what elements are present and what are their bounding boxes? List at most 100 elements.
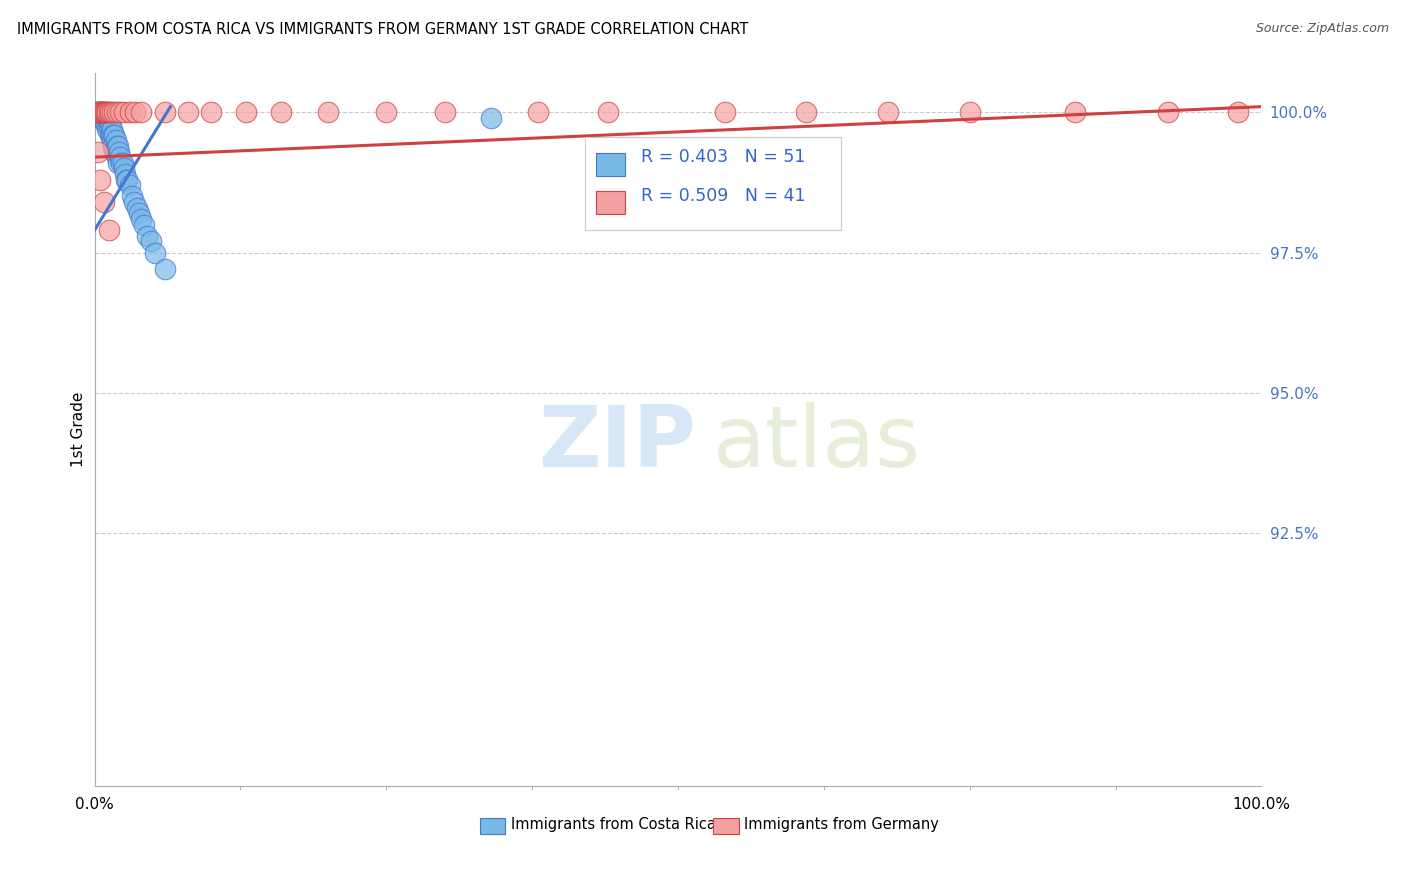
Point	[129, 105, 152, 120]
Point	[89, 172, 111, 186]
Point	[479, 111, 502, 125]
Point	[93, 195, 115, 210]
Point	[270, 105, 292, 120]
Point	[200, 105, 222, 120]
Point	[98, 105, 121, 120]
Point	[1227, 105, 1250, 120]
Point	[104, 133, 127, 147]
Point	[375, 105, 398, 120]
Point	[112, 161, 135, 176]
Bar	[713, 819, 738, 834]
Point	[101, 122, 124, 136]
Point	[139, 235, 162, 249]
Point	[103, 145, 125, 159]
Point	[128, 206, 150, 220]
Point	[235, 105, 257, 120]
Point	[118, 105, 141, 120]
Point	[153, 262, 176, 277]
Point	[100, 122, 122, 136]
Point	[91, 105, 114, 120]
Point	[103, 128, 125, 142]
Point	[143, 245, 166, 260]
Point	[96, 105, 118, 120]
Point	[596, 105, 619, 120]
Point	[110, 105, 132, 120]
Point	[110, 155, 132, 169]
Point	[118, 178, 141, 193]
Point	[107, 155, 129, 169]
Point	[132, 218, 155, 232]
Point	[97, 105, 120, 120]
Point	[527, 105, 550, 120]
Point	[94, 111, 117, 125]
Point	[108, 145, 131, 159]
Point	[89, 105, 111, 120]
Point	[115, 172, 138, 186]
Point	[129, 211, 152, 226]
Point	[177, 105, 200, 120]
Point	[794, 105, 817, 120]
Point	[93, 105, 115, 120]
Point	[90, 105, 112, 120]
Text: ZIP: ZIP	[538, 402, 696, 485]
Point	[136, 228, 159, 243]
Point	[94, 105, 117, 120]
Point	[86, 105, 108, 120]
Bar	[585, 137, 841, 230]
Point	[877, 105, 900, 120]
Point	[124, 105, 146, 120]
Point	[96, 116, 118, 130]
Point	[713, 105, 735, 120]
Point	[87, 105, 110, 120]
Point	[105, 150, 128, 164]
Point	[105, 139, 128, 153]
Point	[105, 105, 128, 120]
Bar	[596, 153, 626, 177]
Point	[98, 116, 121, 130]
Text: R = 0.403   N = 51: R = 0.403 N = 51	[641, 148, 806, 166]
Point	[122, 195, 145, 210]
Point	[87, 105, 110, 120]
Point	[89, 105, 111, 120]
Point	[1063, 105, 1085, 120]
Point	[121, 189, 143, 203]
Y-axis label: 1st Grade: 1st Grade	[72, 392, 86, 467]
Point	[89, 105, 111, 120]
Point	[101, 133, 124, 147]
Text: Immigrants from Germany: Immigrants from Germany	[745, 817, 939, 832]
Point	[97, 223, 120, 237]
Point	[153, 105, 176, 120]
Point	[1157, 105, 1180, 120]
Point	[100, 128, 122, 142]
Point	[97, 122, 120, 136]
Point	[111, 155, 134, 169]
Point	[93, 105, 115, 120]
Point	[103, 139, 125, 153]
Point	[114, 167, 136, 181]
Point	[98, 128, 121, 142]
Point	[103, 128, 125, 142]
Point	[97, 116, 120, 130]
Point	[110, 150, 132, 164]
Point	[96, 105, 118, 120]
Point	[107, 139, 129, 153]
Text: atlas: atlas	[713, 402, 921, 485]
Point	[103, 105, 125, 120]
Point	[89, 105, 111, 120]
Text: IMMIGRANTS FROM COSTA RICA VS IMMIGRANTS FROM GERMANY 1ST GRADE CORRELATION CHAR: IMMIGRANTS FROM COSTA RICA VS IMMIGRANTS…	[17, 22, 748, 37]
Point	[94, 116, 117, 130]
Point	[117, 172, 139, 186]
Point	[90, 105, 112, 120]
Point	[87, 145, 110, 159]
Point	[112, 105, 135, 120]
Point	[433, 105, 456, 120]
Point	[96, 111, 118, 125]
Point	[101, 105, 124, 120]
Point	[104, 145, 127, 159]
Point	[96, 122, 118, 136]
Point	[91, 105, 114, 120]
Point	[89, 111, 111, 125]
Bar	[596, 191, 626, 214]
Point	[125, 201, 148, 215]
Point	[959, 105, 981, 120]
